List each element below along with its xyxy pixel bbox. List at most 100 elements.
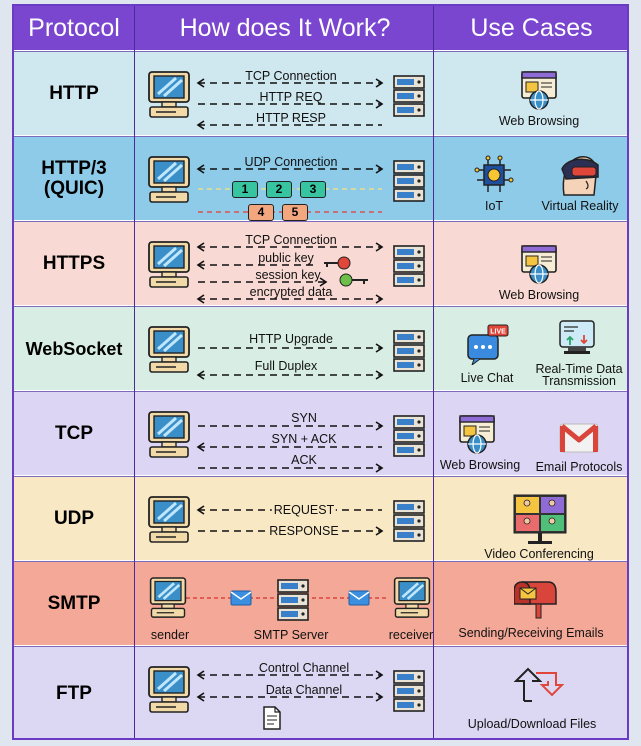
msg-ack: ACK [291,453,317,467]
mail-envelope-icon [230,590,252,606]
real-time-data-icon [559,320,595,354]
https-flow: TCP Connection public key session key en… [136,222,434,305]
row-smtp: SMTP sender SMTP Server receiver Sending… [14,561,627,645]
msg-tcp-connection: TCP Connection [245,69,337,83]
use-case-video-conferencing: Video Conferencing [484,547,594,561]
msg-response: RESPONSE [267,524,341,538]
node-smtp-server: SMTP Server [253,628,329,642]
protocol-name-ftp: FTP [56,682,92,704]
protocol-name-websocket: WebSocket [25,338,123,359]
msg-syn-ack: SYN + ACK [271,432,337,446]
tcp-use-cases: Web Browsing Email Protocols [434,392,627,475]
use-case-upload-download-files: Upload/Download Files [467,717,597,731]
protocol-name-tcp: TCP [55,422,93,444]
packet-5: 5 [282,204,308,221]
ftp-arrows [196,670,384,702]
protocol-name-udp: UDP [53,507,95,529]
mailbox-icon [514,581,557,619]
web-browsing-icon [520,70,558,110]
msg-session-key: session key [255,268,321,282]
msg-control-channel: Control Channel [258,661,350,675]
row-tcp: TCP SYN SYN + ACK ACK Web Browsing Email… [14,391,627,475]
packet-1: 1 [232,181,258,198]
https-arrows [196,242,384,304]
protocol-header: Protocol [28,14,120,42]
http3-flow: UDP Connection 1 2 3 4 5 [136,137,434,221]
node-receiver: receiver [388,628,434,642]
session-key-icon [339,273,368,287]
virtual-reality-icon [561,156,599,196]
msg-syn: SYN [291,411,317,425]
column-divider [134,6,135,738]
http-arrows [196,78,384,130]
msg-public-key: public key [258,251,314,265]
udp-arrows [196,505,384,536]
http3-use-cases: IoT Virtual Reality [434,137,627,220]
use-case-virtual-reality: Virtual Reality [541,199,619,213]
msg-tcp-connection: TCP Connection [245,233,337,247]
udp-flow: REQUEST RESPONSE [136,477,434,560]
row-udp: UDP REQUEST RESPONSE Video Conferencing [14,476,627,561]
live-badge: LIVE [490,329,506,336]
http-flow: TCP Connection HTTP REQ HTTP RESP [136,52,434,135]
udp-use-cases: Video Conferencing [434,477,627,561]
use-case-web-browsing: Web Browsing [439,458,521,472]
upload-download-icon [513,667,564,702]
use-case-web-browsing: Web Browsing [498,288,580,302]
msg-request: REQUEST [271,503,337,517]
use-case-email-protocols: Email Protocols [535,460,623,474]
msg-http-req: HTTP REQ [259,90,323,104]
protocol-name-http: HTTP [49,82,99,104]
public-key-icon [324,256,351,270]
msg-udp-connection: UDP Connection [244,155,338,169]
ftp-use-cases: Upload/Download Files [434,647,627,738]
websocket-use-cases: LIVE Live Chat Real-Time Data Transmissi… [434,307,627,390]
use-case-real-time-data: Real-Time Data [535,362,623,376]
file-document-icon [263,706,281,730]
msg-full-duplex: Full Duplex [254,359,318,373]
packet-2: 2 [266,181,292,198]
smtp-use-cases: Sending/Receiving Emails [434,562,627,645]
live-chat-icon: LIVE [467,324,509,365]
use-case-web-browsing: Web Browsing [498,114,580,128]
web-browsing-icon [520,244,558,284]
row-https: HTTPS TCP Connection public key session … [14,221,627,305]
ftp-flow: Control Channel Data Channel [136,647,434,738]
msg-http-upgrade: HTTP Upgrade [249,332,333,346]
how-it-works-header: How does It Work? [179,14,391,42]
receiver-computer-icon [392,576,432,620]
video-conferencing-icon [513,494,567,544]
http-use-cases: Web Browsing [434,52,627,135]
header-bar: Protocol How does It Work? Use Cases [14,6,627,50]
websocket-arrows [196,343,384,380]
use-case-transmission: Transmission [542,374,616,388]
msg-encrypted-data: encrypted data [249,285,333,299]
iot-chip-icon [474,155,514,192]
protocol-name-https: HTTPS [42,252,106,274]
smtp-flow: sender SMTP Server receiver [136,562,434,645]
row-http3: HTTP/3 (QUIC) UDP Connection 1 2 3 4 5 [14,136,627,221]
tcp-flow: SYN SYN + ACK ACK [136,392,434,475]
row-ftp: FTP Control Channel Data Channel Upload [14,646,627,738]
use-case-sending-receiving-emails: Sending/Receiving Emails [458,626,604,640]
tcp-arrows [196,421,384,473]
use-cases-header: Use Cases [470,14,593,42]
packet-3: 3 [300,181,326,198]
smtp-server-icon [276,578,310,622]
row-http: HTTP TCP Connection HTTP REQ HTTP RESP W… [14,51,627,135]
protocol-name-smtp: SMTP [47,592,101,614]
use-case-iot: IoT [484,199,504,213]
msg-http-resp: HTTP RESP [256,111,326,125]
email-icon [559,423,599,453]
sender-computer-icon [148,576,188,620]
protocol-infographic: Protocol How does It Work? Use Cases HTT… [12,4,629,740]
packet-4: 4 [248,204,274,221]
mail-envelope-icon [348,590,370,606]
protocol-name-http3: HTTP/3 (QUIC) [41,157,107,199]
row-websocket: WebSocket HTTP Upgrade Full Duplex LIVE … [14,306,627,390]
column-divider [433,6,434,738]
websocket-flow: HTTP Upgrade Full Duplex [136,307,434,390]
use-case-live-chat: Live Chat [460,371,514,385]
https-use-cases: Web Browsing [434,222,627,305]
web-browsing-icon [458,414,496,454]
